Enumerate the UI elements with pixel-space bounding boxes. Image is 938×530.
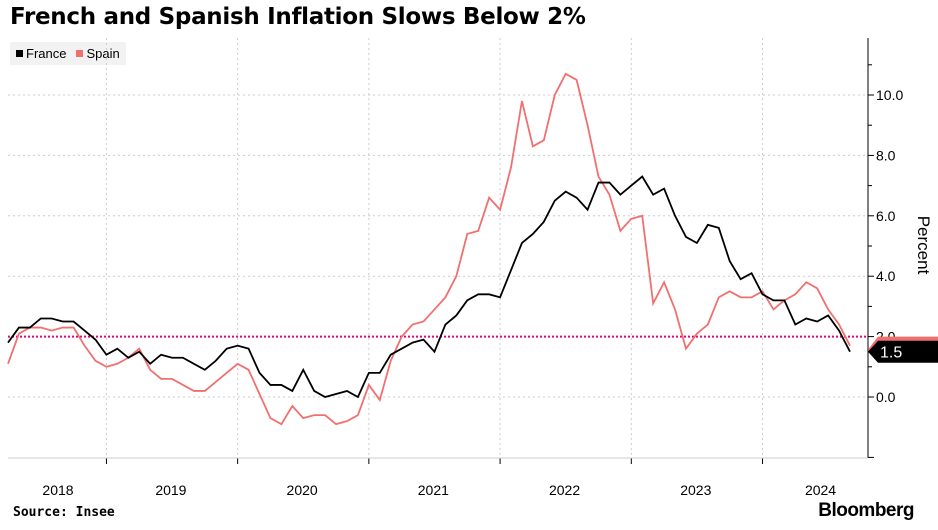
series-line-spain bbox=[7, 72, 851, 426]
legend: France Spain bbox=[10, 42, 126, 65]
legend-swatch-france bbox=[16, 50, 23, 57]
x-tick-label: 2019 bbox=[155, 482, 186, 498]
y-axis-label: Percent bbox=[914, 216, 933, 275]
x-tick-label: 2021 bbox=[418, 482, 449, 498]
x-tick-label: 2020 bbox=[287, 482, 318, 498]
source-note: Source: Insee bbox=[13, 505, 115, 520]
x-tick-label: 2018 bbox=[42, 482, 73, 498]
x-tick-label: 2024 bbox=[805, 482, 836, 498]
y-tick-label: 4.0 bbox=[876, 268, 896, 284]
y-tick-label: 0.0 bbox=[876, 389, 896, 405]
legend-label: France bbox=[26, 46, 67, 61]
end-tag-france bbox=[868, 340, 938, 363]
end-label-france: 1.5 bbox=[880, 345, 902, 362]
y-tick-label: 6.0 bbox=[876, 208, 896, 224]
chart-title: French and Spanish Inflation Slows Below… bbox=[10, 4, 586, 30]
legend-spain: Spain bbox=[76, 46, 120, 61]
bloomberg-logo: Bloomberg bbox=[818, 500, 914, 521]
series-line-france bbox=[7, 175, 851, 399]
y-tick-label: 10.0 bbox=[876, 87, 903, 103]
legend-label: Spain bbox=[86, 46, 120, 61]
y-tick-label: 8.0 bbox=[876, 147, 896, 163]
x-tick-label: 2023 bbox=[680, 482, 711, 498]
x-tick-label: 2022 bbox=[549, 482, 580, 498]
legend-swatch-spain bbox=[76, 50, 84, 57]
legend-france: France bbox=[16, 46, 66, 61]
